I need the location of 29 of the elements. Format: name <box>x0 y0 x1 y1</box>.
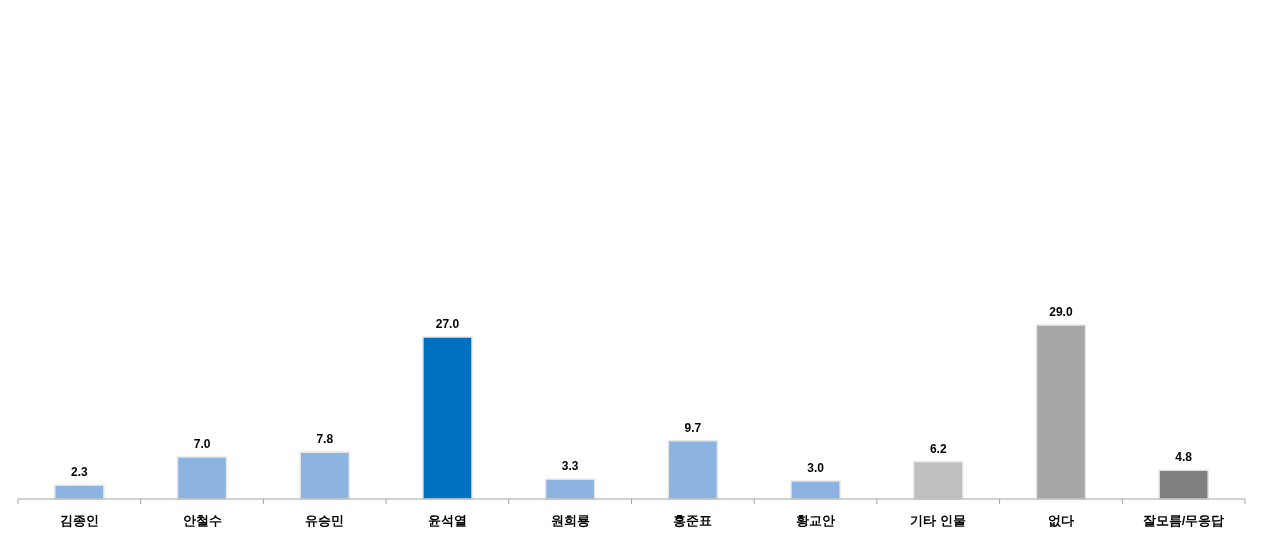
data-label: 2.3 <box>71 465 89 480</box>
x-tick-label: 잘모름/무응답 <box>1142 513 1225 528</box>
bar <box>422 336 473 500</box>
bar <box>790 480 841 500</box>
data-label: 3.3 <box>561 459 579 474</box>
bar <box>54 484 105 500</box>
bar <box>299 451 351 500</box>
x-tick-label: 원희룡 <box>550 513 590 528</box>
bar <box>1158 469 1209 500</box>
data-label: 9.7 <box>684 420 702 435</box>
data-label: 3.0 <box>807 461 825 475</box>
bar <box>176 456 228 500</box>
data-label: 7.8 <box>316 432 334 447</box>
bar <box>667 440 719 500</box>
data-label: 7.0 <box>193 437 211 451</box>
data-label: 29.0 <box>1049 305 1073 319</box>
x-tick-label: 홍준표 <box>673 513 713 528</box>
x-tick-label: 유승민 <box>305 513 345 528</box>
bar <box>912 461 964 500</box>
data-label: 27.0 <box>435 317 460 331</box>
x-tick-label: 안철수 <box>182 513 222 528</box>
data-label: 6.2 <box>929 441 947 456</box>
x-tick-label: 김종인 <box>59 513 99 528</box>
x-tick-label: 윤석열 <box>427 513 467 528</box>
x-tick-label: 황교안 <box>796 513 836 528</box>
x-tick-label: 없다 <box>1047 513 1074 528</box>
data-label: 4.8 <box>1175 450 1193 465</box>
x-tick-label: 기타 인물 <box>910 513 967 528</box>
bar <box>544 478 596 500</box>
